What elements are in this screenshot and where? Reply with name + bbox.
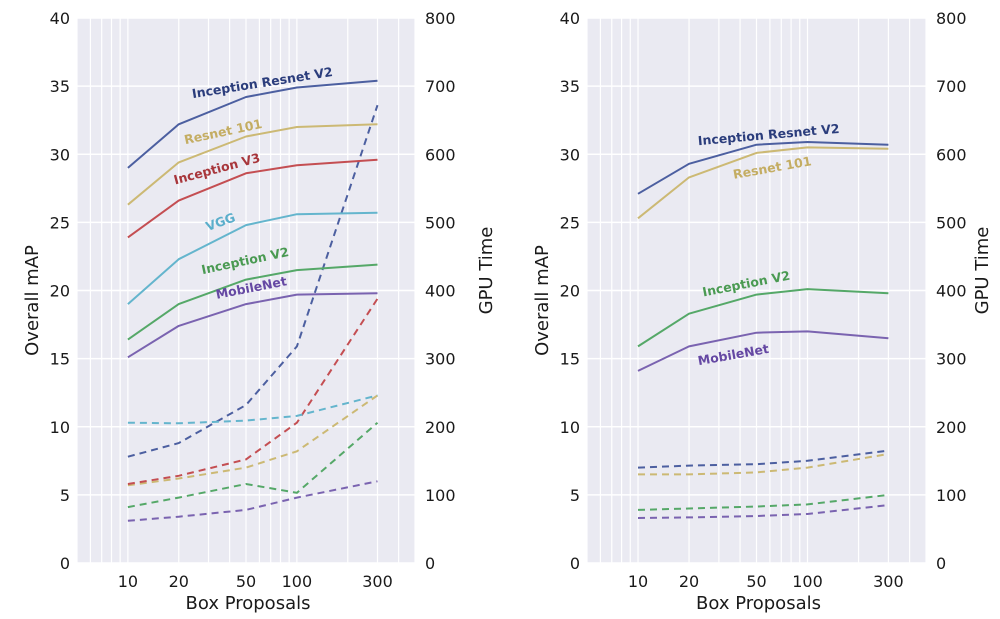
x-tick-label: 10 (628, 572, 648, 591)
x-tick-label: 10 (118, 572, 138, 591)
gpu-time-line-inception-resnet-v2 (127, 104, 379, 458)
gpu-time-line-resnet-101 (638, 453, 889, 476)
y2-tick-label: 600 (425, 145, 456, 164)
map-line-resnet-101 (127, 123, 378, 206)
gpu-time-line-resnet-101 (127, 394, 379, 487)
y-tick-label: 20 (560, 282, 580, 301)
y-tick-label: 25 (560, 213, 580, 232)
y-tick-label: 5 (60, 486, 70, 505)
y-tick-label: 40 (560, 9, 580, 28)
map-line-inception-resnet-v2 (127, 79, 378, 169)
right-panel: 10 20 50 100 3000510152025303540010020030040… (532, 9, 993, 614)
gpu-time-line-mobilenet (127, 480, 378, 522)
y2-tick-label: 400 (425, 282, 456, 301)
x-tick-label: 100 (282, 572, 313, 591)
gpu-time-line-inception-resnet-v2 (637, 449, 889, 469)
y-tick-label: 5 (570, 486, 580, 505)
map-line-resnet-101 (637, 146, 889, 220)
map-line-inception-v2 (127, 263, 378, 341)
x-axis-title: Box Proposals (186, 593, 311, 614)
y2-tick-label: 700 (936, 77, 967, 96)
y-tick-label: 30 (560, 145, 580, 164)
x-tick-label: 20 (679, 572, 699, 591)
y-tick-label: 10 (50, 418, 70, 437)
y2-tick-label: 800 (936, 9, 967, 28)
x-tick-label: 20 (169, 572, 189, 591)
y-tick-label: 15 (560, 350, 580, 369)
y2-tick-label: 600 (936, 145, 967, 164)
map-line-mobilenet (637, 330, 889, 372)
x-axis-title: Box Proposals (696, 593, 821, 614)
y2-tick-label: 100 (425, 486, 456, 505)
y2-tick-label: 0 (425, 554, 435, 573)
gpu-time-line-inception-v3 (127, 298, 379, 485)
y-tick-label: 0 (570, 554, 580, 573)
x-tick-label: 50 (746, 572, 766, 591)
y-tick-label: 20 (50, 282, 70, 301)
y2-tick-label: 500 (425, 213, 456, 232)
y-tick-label: 35 (560, 77, 580, 96)
gpu-time-line-mobilenet (637, 504, 889, 519)
y2-tick-label: 300 (425, 350, 456, 369)
x-tick-label: 50 (236, 572, 256, 591)
y-tick-label: 35 (50, 77, 70, 96)
y-tick-label: 25 (50, 213, 70, 232)
y-tick-label: 30 (50, 145, 70, 164)
x-tick-label: 100 (792, 572, 823, 591)
x-tick-label: 300 (362, 572, 393, 591)
y2-tick-label: 200 (425, 418, 456, 437)
y2-tick-label: 500 (936, 213, 967, 232)
y2-tick-label: 300 (936, 350, 967, 369)
y-tick-label: 0 (60, 554, 70, 573)
y2-tick-label: 800 (425, 9, 456, 28)
y-tick-label: 15 (50, 350, 70, 369)
y2-tick-label: 700 (425, 77, 456, 96)
y-tick-label: 10 (560, 418, 580, 437)
gpu-time-line-inception-v2 (637, 493, 889, 511)
y2-tick-label: 100 (936, 486, 967, 505)
map-line-vgg (127, 211, 378, 305)
gpu-time-line-vgg (127, 394, 378, 425)
left-panel: 10 20 50 100 3000510152025303540010020030040… (22, 9, 497, 614)
y2-axis-title: GPU Time (476, 227, 497, 315)
gpu-time-line-inception-v2 (127, 421, 379, 509)
y2-tick-label: 400 (936, 282, 967, 301)
y-axis-title: Overall mAP (532, 245, 553, 356)
map-line-inception-v2 (637, 288, 889, 348)
map-line-mobilenet (127, 292, 378, 359)
map-line-inception-v3 (127, 158, 378, 239)
map-line-inception-resnet-v2 (637, 141, 889, 195)
y2-tick-label: 0 (936, 554, 946, 573)
y2-tick-label: 200 (936, 418, 967, 437)
y-tick-label: 40 (50, 9, 70, 28)
x-tick-label: 300 (873, 572, 904, 591)
y2-axis-title: GPU Time (972, 227, 993, 315)
y-axis-title: Overall mAP (22, 245, 43, 356)
